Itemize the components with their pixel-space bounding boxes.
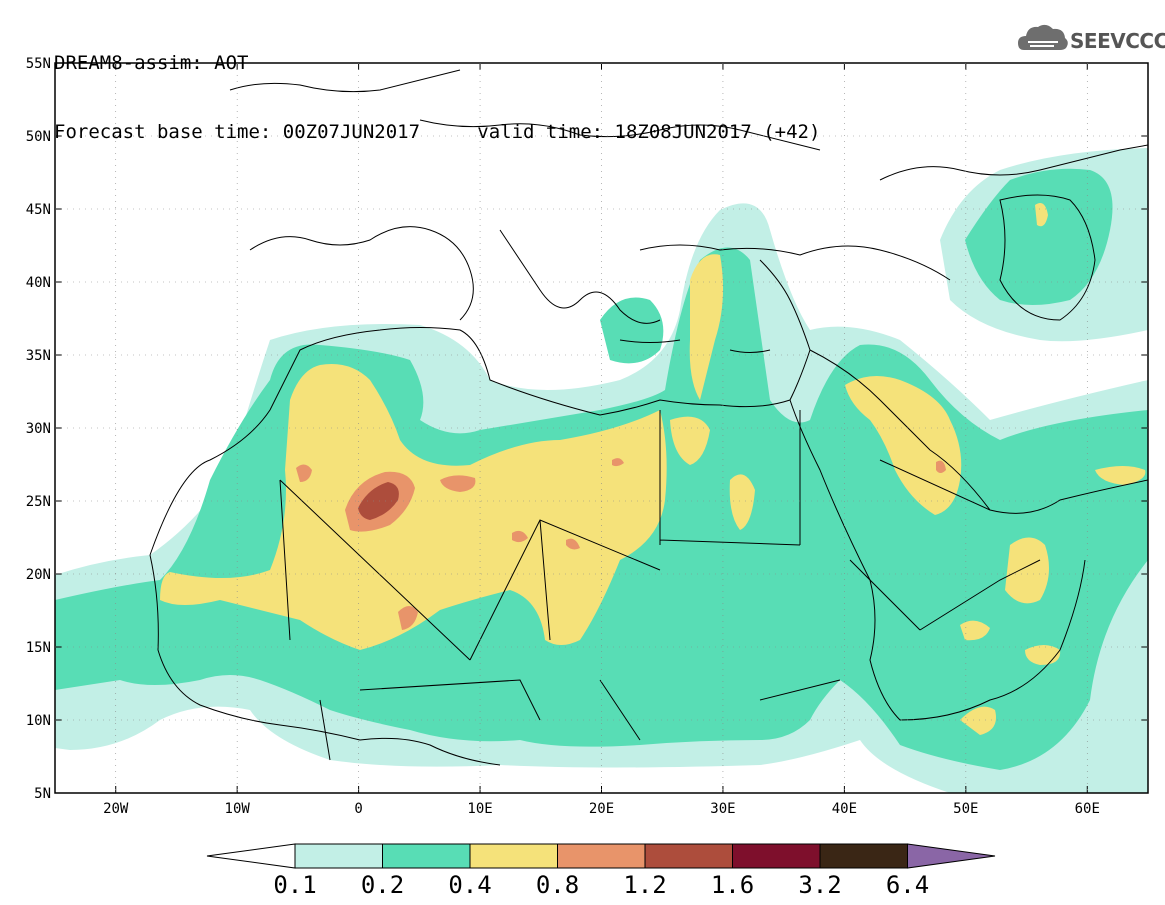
aot-level-3 [160,202,1146,735]
lat-tick-label: 40N [26,275,51,291]
lat-tick-label: 25N [26,494,51,510]
coastlines [149,69,1148,766]
lat-tick-label: 55N [26,56,51,72]
colorbar-label: 0.4 [448,871,491,899]
lat-tick-label: 5N [34,786,51,802]
lat-tick-label: 35N [26,348,51,364]
colorbar-swatch [382,843,471,869]
colorbar-label: 0.2 [361,871,404,899]
colorbar-label: 0.8 [536,871,579,899]
colorbar-label: 6.4 [886,871,929,899]
grid-dots [55,63,1148,793]
colorbar-swatch [557,843,646,869]
valid-time-label: valid time: 18Z08JUN2017 (+42) [477,121,821,143]
aot-field [55,148,1148,793]
colorbar-swatch [819,843,908,869]
lat-tick-label: 20N [26,567,51,583]
colorbar-upper-arrow [907,843,996,869]
colorbar-swatch [294,843,383,869]
lon-tick-label: 20W [103,801,129,817]
lon-tick-label: 0 [354,801,362,817]
map-header: DREAM8-assim: AOT Forecast base time: 00… [54,6,820,167]
lon-tick-label: 60E [1075,801,1100,817]
lon-tick-label: 20E [589,801,614,817]
logo-text: SEEVCCC [1070,29,1165,53]
lon-tick-label: 10E [467,801,492,817]
lat-axis: 55N 50N 45N 40N 35N 30N 25N 20N 15N 10N 5N [26,56,1148,802]
time-line: Forecast base time: 00Z07JUN2017 valid t… [54,121,820,144]
lon-tick-label: 30E [710,801,735,817]
colorbar-lower-arrow [206,843,296,869]
lon-tick-label: 50E [953,801,978,817]
colorbar-swatch [469,843,558,869]
aot-level-5 [358,482,399,520]
lon-tick-label: 10W [225,801,251,817]
colorbar-label: 1.2 [623,871,666,899]
lon-tick-label: 40E [832,801,857,817]
cloud-icon [1018,24,1068,50]
lat-tick-label: 30N [26,421,51,437]
lat-tick-label: 45N [26,202,51,218]
lat-tick-label: 50N [26,129,51,145]
lon-axis: 20W 10W 0 10E 20E 30E 40E 50E 60E [103,63,1100,817]
colorbar-swatch [644,843,733,869]
colorbar-label: 3.2 [798,871,841,899]
base-time-label: Forecast base time: 00Z07JUN2017 [54,121,421,143]
colorbar-label: 1.6 [711,871,754,899]
colorbar-label: 0.1 [273,871,316,899]
lat-tick-label: 15N [26,640,51,656]
colorbar-swatch [732,843,821,869]
colorbar: 0.1 0.2 0.4 0.8 1.2 1.6 3.2 6.4 [206,843,996,899]
lat-tick-label: 10N [26,713,51,729]
